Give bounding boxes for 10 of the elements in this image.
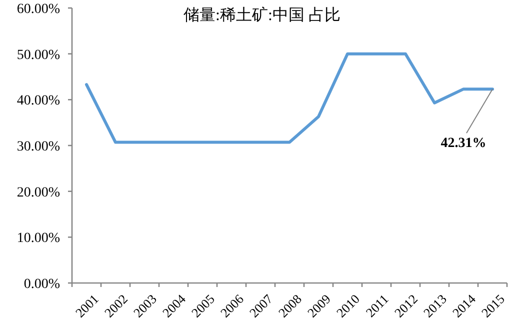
y-tick-label: 20.00% [16, 185, 60, 200]
y-tick-label: 50.00% [16, 48, 60, 63]
x-tick-label: 2011 [362, 291, 392, 320]
y-tick-label: 30.00% [16, 140, 60, 154]
y-tick-label: 60.00% [16, 2, 60, 17]
annotation: 42.31% [440, 136, 486, 152]
y-tick-label: 10.00% [16, 231, 60, 246]
y-tick-label: 0.00% [24, 277, 60, 292]
chart-title: 储量:稀土矿:中国 占比 [184, 6, 340, 24]
y-tick-label: 40.00% [16, 94, 60, 109]
